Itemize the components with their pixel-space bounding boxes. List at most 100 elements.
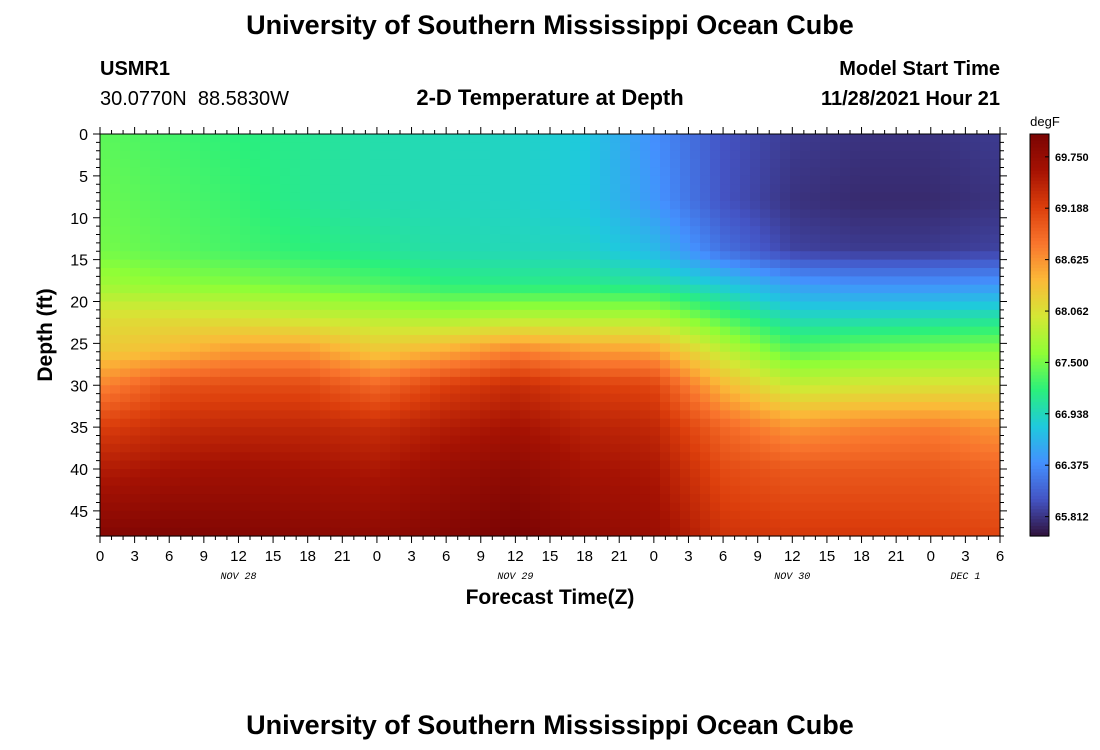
heatmap-cell — [690, 284, 701, 294]
heatmap-cell — [110, 217, 121, 227]
heatmap-cell — [780, 368, 791, 378]
heatmap-cell — [770, 268, 781, 277]
heatmap-cell — [580, 175, 591, 185]
heatmap-cell — [860, 469, 871, 478]
heatmap-cell — [170, 268, 181, 277]
heatmap-cell — [210, 376, 221, 386]
heatmap-cell — [530, 268, 541, 277]
heatmap-cell — [100, 293, 111, 303]
heatmap-cell — [740, 259, 751, 269]
heatmap-cell — [740, 301, 751, 311]
heatmap-cell — [480, 326, 491, 336]
heatmap-cell — [680, 234, 691, 244]
heatmap-cell — [110, 301, 121, 311]
heatmap-cell — [430, 276, 441, 286]
heatmap-cell — [220, 142, 231, 152]
heatmap-cell — [960, 452, 971, 462]
heatmap-cell — [770, 485, 781, 495]
heatmap-cell — [250, 293, 261, 303]
heatmap-cell — [430, 494, 441, 504]
heatmap-cell — [470, 418, 481, 428]
heatmap-cell — [110, 510, 121, 520]
heatmap-cell — [400, 284, 411, 294]
heatmap-cell — [920, 335, 931, 344]
heatmap-cell — [220, 184, 231, 194]
heatmap-cell — [360, 418, 371, 428]
heatmap-cell — [540, 469, 551, 478]
heatmap-cell — [220, 192, 231, 202]
heatmap-cell — [860, 393, 871, 403]
heatmap-cell — [420, 494, 431, 504]
heatmap-cell — [970, 393, 981, 403]
heatmap-cell — [640, 134, 651, 143]
heatmap-cell — [520, 452, 531, 462]
heatmap-cell — [620, 510, 631, 520]
heatmap-cell — [130, 284, 141, 294]
heatmap-cell — [610, 234, 621, 244]
heatmap-cell — [400, 393, 411, 403]
heatmap-cell — [640, 309, 651, 319]
heatmap-cell — [760, 284, 771, 294]
heatmap-cell — [540, 435, 551, 445]
heatmap-cell — [160, 477, 171, 487]
heatmap-cell — [400, 301, 411, 311]
heatmap-cell — [350, 175, 361, 185]
heatmap-cell — [380, 510, 391, 520]
heatmap-cell — [400, 192, 411, 202]
heatmap-cell — [390, 368, 401, 378]
heatmap-cell — [860, 251, 871, 261]
heatmap-cell — [640, 326, 651, 336]
heatmap-cell — [430, 159, 441, 169]
heatmap-cell — [750, 494, 761, 504]
heatmap-cell — [150, 217, 161, 227]
heatmap-cell — [860, 167, 871, 177]
heatmap-cell — [900, 527, 911, 537]
heatmap-cell — [650, 368, 661, 378]
heatmap-cell — [310, 368, 321, 378]
heatmap-cell — [740, 351, 751, 361]
heatmap-cell — [410, 217, 421, 227]
heatmap-cell — [450, 134, 461, 143]
heatmap-cell — [770, 443, 781, 453]
heatmap-cell — [690, 309, 701, 319]
heatmap-cell — [700, 226, 711, 236]
heatmap-cell — [920, 435, 931, 445]
heatmap-cell — [680, 469, 691, 478]
heatmap-cell — [740, 418, 751, 428]
heatmap-cell — [210, 309, 221, 319]
heatmap-cell — [290, 393, 301, 403]
heatmap-cell — [490, 477, 501, 487]
heatmap-cell — [280, 510, 291, 520]
heatmap-cell — [490, 251, 501, 261]
heatmap-cell — [820, 309, 831, 319]
heatmap-cell — [180, 150, 191, 160]
heatmap-cell — [500, 301, 511, 311]
heatmap-cell — [910, 510, 921, 520]
heatmap-cell — [300, 427, 311, 437]
heatmap-cell — [320, 259, 331, 269]
heatmap-cell — [850, 167, 861, 177]
heatmap-cell — [990, 242, 1001, 252]
heatmap-cell — [100, 393, 111, 403]
heatmap-cell — [470, 393, 481, 403]
heatmap-cell — [720, 519, 731, 529]
heatmap-cell — [560, 368, 571, 378]
heatmap-cell — [670, 385, 681, 395]
heatmap-cell — [300, 360, 311, 370]
heatmap-cell — [340, 469, 351, 478]
heatmap-cell — [390, 519, 401, 529]
heatmap-cell — [750, 410, 761, 420]
heatmap-cell — [890, 485, 901, 495]
heatmap-cell — [770, 184, 781, 194]
heatmap-cell — [300, 209, 311, 219]
heatmap-cell — [930, 527, 941, 537]
heatmap-cell — [510, 494, 521, 504]
heatmap-cell — [480, 452, 491, 462]
heatmap-cell — [810, 452, 821, 462]
heatmap-cell — [470, 351, 481, 361]
heatmap-cell — [290, 343, 301, 353]
heatmap-cell — [910, 284, 921, 294]
heatmap-cell — [820, 494, 831, 504]
heatmap-cell — [660, 226, 671, 236]
heatmap-cell — [810, 259, 821, 269]
